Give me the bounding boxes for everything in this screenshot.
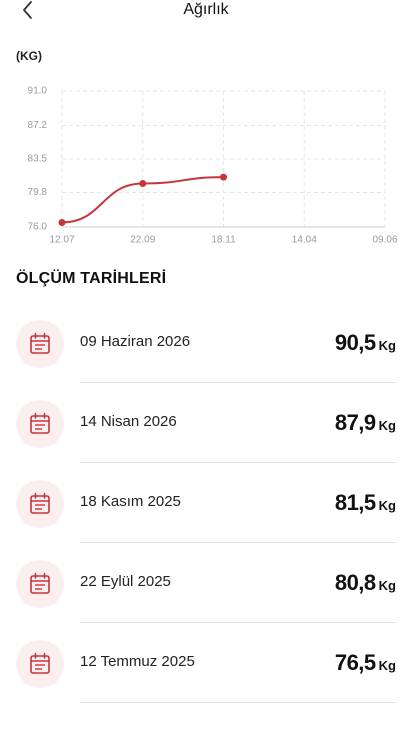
divider bbox=[80, 702, 396, 703]
measurement-row[interactable]: 12 Temmuz 2025 76,5 Kg bbox=[0, 624, 412, 704]
calendar-icon-graphic bbox=[16, 400, 64, 448]
measurement-value: 87,9 Kg bbox=[335, 410, 396, 436]
calendar-icon bbox=[16, 640, 64, 688]
y-tick-label: 87.2 bbox=[28, 120, 48, 131]
y-tick-label: 76.0 bbox=[28, 222, 48, 233]
measurement-date: 18 Kasım 2025 bbox=[80, 493, 181, 510]
section-title: ÖLÇÜM TARİHLERİ bbox=[16, 270, 167, 287]
weight-unit: Kg bbox=[378, 658, 396, 673]
calendar-icon-graphic bbox=[16, 640, 64, 688]
header: Ağırlık bbox=[0, 0, 412, 22]
calendar-icon-graphic bbox=[16, 480, 64, 528]
data-point bbox=[220, 173, 227, 181]
calendar-icon bbox=[16, 560, 64, 608]
y-tick-label: 91.0 bbox=[28, 86, 48, 97]
x-tick-label: 09.06 bbox=[372, 235, 397, 246]
measurement-date: 09 Haziran 2026 bbox=[80, 333, 191, 350]
weight-number: 80,8 bbox=[334, 570, 376, 595]
x-tick-label: 12.07 bbox=[49, 235, 74, 246]
divider bbox=[80, 542, 396, 543]
weight-number: 90,5 bbox=[334, 330, 376, 355]
data-point bbox=[139, 179, 147, 187]
weight-number: 76,5 bbox=[334, 650, 376, 675]
measurement-row[interactable]: 14 Nisan 2026 87,9 Kg bbox=[0, 384, 412, 464]
measurement-date: 14 Nisan 2026 bbox=[80, 413, 177, 430]
weight-unit: Kg bbox=[378, 418, 396, 433]
divider bbox=[80, 462, 396, 463]
calendar-icon-graphic bbox=[16, 560, 64, 608]
measurement-value: 76,5 Kg bbox=[335, 650, 396, 676]
weight-unit: Kg bbox=[378, 578, 396, 593]
measurement-row[interactable]: 09 Haziran 2026 90,5 Kg bbox=[0, 304, 412, 384]
weight-unit: Kg bbox=[378, 338, 396, 353]
weight-number: 87,9 bbox=[334, 410, 376, 435]
measurement-value: 81,5 Kg bbox=[335, 490, 396, 516]
measurement-date: 22 Eylül 2025 bbox=[80, 573, 171, 590]
measurement-row[interactable]: 22 Eylül 2025 80,8 Kg bbox=[0, 544, 412, 624]
x-tick-label: 18.11 bbox=[211, 235, 236, 246]
calendar-icon bbox=[16, 320, 64, 368]
calendar-icon-graphic bbox=[16, 320, 64, 368]
measurement-row[interactable]: 18 Kasım 2025 81,5 Kg bbox=[0, 464, 412, 544]
data-point bbox=[58, 218, 66, 226]
y-tick-label: 83.5 bbox=[28, 154, 48, 165]
divider bbox=[80, 382, 396, 383]
measurement-value: 90,5 Kg bbox=[335, 330, 396, 356]
weight-unit: Kg bbox=[378, 498, 396, 513]
weight-number: 81,5 bbox=[334, 490, 376, 515]
divider bbox=[80, 622, 396, 623]
x-tick-label: 14.04 bbox=[292, 235, 317, 246]
calendar-icon bbox=[16, 480, 64, 528]
y-tick-label: 79.8 bbox=[28, 187, 48, 198]
calendar-icon bbox=[16, 400, 64, 448]
weight-chart: (KG) 76.0 79.8 83.5 87.2 91.0 12.07 22.09 18.11… bbox=[16, 49, 398, 246]
measurement-date: 12 Temmuz 2025 bbox=[80, 653, 195, 670]
back-button[interactable] bbox=[18, 0, 38, 20]
x-tick-label: 22.09 bbox=[130, 235, 155, 246]
measurement-value: 80,8 Kg bbox=[335, 570, 396, 596]
page-title: Ağırlık bbox=[183, 1, 229, 18]
y-axis-label: (KG) bbox=[16, 49, 42, 63]
